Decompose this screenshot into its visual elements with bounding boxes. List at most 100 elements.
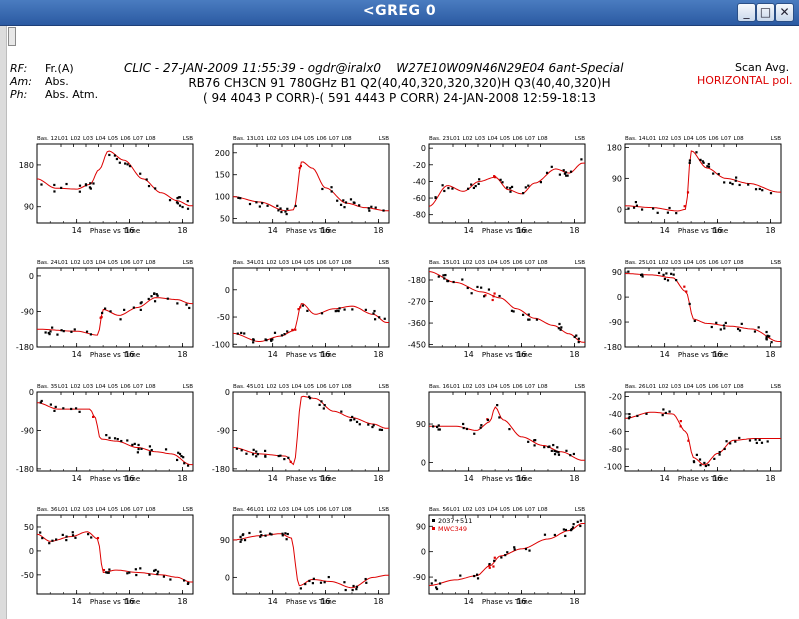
y-tick-label: -90 <box>609 318 622 327</box>
y-tick-label: 180 <box>19 161 34 170</box>
close-button[interactable]: ✕ <box>775 3 794 22</box>
x-tick-label: 16 <box>516 226 526 235</box>
data-point <box>56 333 59 336</box>
data-point <box>39 401 42 404</box>
data-point <box>311 582 314 585</box>
data-point <box>533 444 536 447</box>
scan-label: L06 <box>513 136 524 142</box>
data-point <box>493 175 496 178</box>
data-point <box>475 573 479 576</box>
left-scrollbar[interactable] <box>0 26 7 619</box>
data-point <box>294 328 297 331</box>
data-point <box>49 330 52 333</box>
data-point <box>168 199 172 202</box>
minimize-button[interactable]: _ <box>737 3 756 22</box>
scan-label: L02 <box>267 507 277 513</box>
scan-label: L03 <box>475 260 486 266</box>
data-point <box>641 275 644 278</box>
data-point <box>297 308 300 311</box>
data-point <box>134 568 137 571</box>
fit-curve <box>428 162 585 207</box>
data-point <box>695 453 698 456</box>
data-point <box>372 424 375 427</box>
ph-value: Abs. Atm. <box>45 88 99 101</box>
data-point <box>65 538 68 542</box>
scan-label: L03 <box>279 260 290 266</box>
data-point <box>553 533 556 537</box>
data-point <box>487 288 491 291</box>
data-point <box>266 204 269 207</box>
scan-label: L03 <box>475 136 486 142</box>
data-point <box>340 410 343 413</box>
x-axis-label: Phase vs Time <box>678 227 728 235</box>
y-tick-label: -50 <box>217 313 230 322</box>
data-point <box>150 295 153 298</box>
band-label: LSB <box>575 260 586 266</box>
data-point <box>70 330 73 333</box>
data-point <box>259 535 262 538</box>
scan-label: L06 <box>709 136 720 142</box>
legend-marker <box>432 527 435 530</box>
data-point <box>96 536 100 540</box>
data-point <box>116 437 119 441</box>
data-point <box>182 456 185 459</box>
data-point <box>723 181 726 184</box>
data-point <box>358 423 361 426</box>
y-tick-label: -20 <box>609 392 622 401</box>
plot-frame <box>624 391 782 472</box>
data-point <box>281 534 284 537</box>
scroll-handle[interactable] <box>8 27 16 46</box>
band-label: LSB <box>379 260 390 266</box>
data-point <box>713 457 716 460</box>
data-point <box>430 582 433 585</box>
data-point <box>84 184 88 187</box>
data-point <box>558 322 561 326</box>
x-tick-label: 16 <box>320 226 330 235</box>
scan-label: L07 <box>133 507 144 513</box>
data-point <box>108 568 111 571</box>
scan-label: L07 <box>525 136 536 142</box>
data-point <box>740 322 743 325</box>
x-tick-label: 14 <box>464 226 474 235</box>
plot-bas-56: Bas. 56 L01 L02 L03 L04 L05 L06 L07 L08 LSB 14 16 18… <box>413 507 586 606</box>
data-point <box>441 184 444 187</box>
x-tick-label: 14 <box>660 226 670 235</box>
scan-label: L01 <box>646 384 656 390</box>
data-point <box>177 196 180 199</box>
data-point <box>579 524 582 528</box>
scan-label: L02 <box>659 136 669 142</box>
data-point <box>92 182 95 185</box>
scan-label: L01 <box>58 384 68 390</box>
maximize-button[interactable]: □ <box>756 3 775 22</box>
legend-entry: 2037+511 <box>438 517 472 525</box>
data-point <box>255 450 258 453</box>
data-point <box>153 300 157 303</box>
scan-label: L01 <box>450 507 460 513</box>
data-point <box>308 395 311 398</box>
plot-bas-16: Bas. 16 L01 L02 L03 L04 L05 L06 L07 L08 LSB 14 16 18… <box>416 384 586 483</box>
data-point <box>156 572 159 576</box>
band-label: LSB <box>183 136 194 142</box>
data-point <box>270 533 273 536</box>
data-point <box>675 278 678 282</box>
data-point <box>547 445 550 449</box>
data-point <box>306 309 309 312</box>
data-point <box>553 453 557 456</box>
data-point <box>279 207 282 210</box>
scan-label: L03 <box>671 136 682 142</box>
data-point <box>53 190 56 193</box>
data-point <box>444 273 447 277</box>
plot-title: Bas. 45 <box>233 384 254 390</box>
data-point <box>550 449 553 452</box>
data-point <box>106 571 109 574</box>
y-tick-label: 0 <box>225 573 230 582</box>
data-point <box>692 460 695 463</box>
data-point <box>580 158 583 161</box>
data-point <box>156 570 160 573</box>
scan-label: L04 <box>488 384 499 390</box>
data-point <box>285 212 288 216</box>
plot-frame <box>428 267 586 348</box>
data-point <box>510 185 514 189</box>
data-point <box>147 297 150 301</box>
